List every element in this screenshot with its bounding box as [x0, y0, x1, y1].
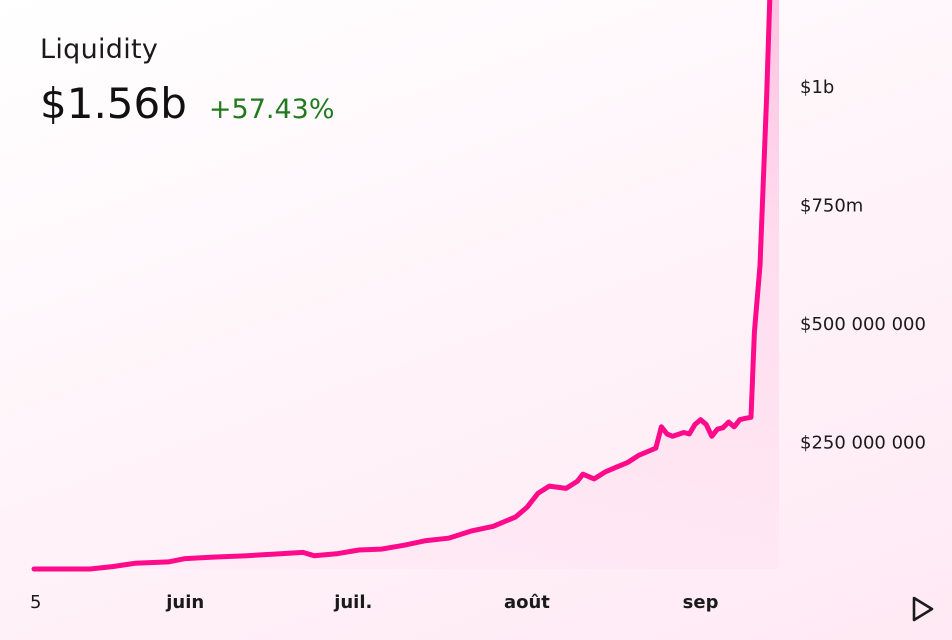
x-tick-label: juil.: [333, 592, 372, 613]
y-tick-label: $500 000 000: [800, 314, 926, 335]
y-tick-label: $1b: [800, 77, 834, 98]
y-tick-label: $750m: [800, 196, 863, 217]
play-button[interactable]: [908, 594, 938, 624]
percent-change: +57.43%: [208, 94, 335, 125]
chart-title: Liquidity: [40, 34, 159, 65]
plot-area: [31, 0, 779, 572]
y-tick-label: $250 000 000: [800, 433, 926, 454]
header: Liquidity $1.56b +57.43%: [40, 34, 334, 128]
series-area: [34, 0, 779, 569]
x-axis-ticks: 5 juin juil. août sep: [30, 592, 719, 613]
current-value: $1.56b: [40, 79, 187, 128]
x-tick-label: 5: [30, 592, 41, 613]
play-icon: [912, 596, 934, 622]
value-row: $1.56b +57.43%: [40, 79, 334, 128]
x-tick-label: sep: [683, 592, 719, 613]
y-axis-ticks: $2.25b$2b$1.75b$1.5b$1.25b$1b$750m$500 0…: [800, 77, 926, 454]
x-tick-label: juin: [165, 592, 204, 613]
series-line: [31, 0, 773, 572]
x-tick-label: août: [504, 592, 550, 613]
